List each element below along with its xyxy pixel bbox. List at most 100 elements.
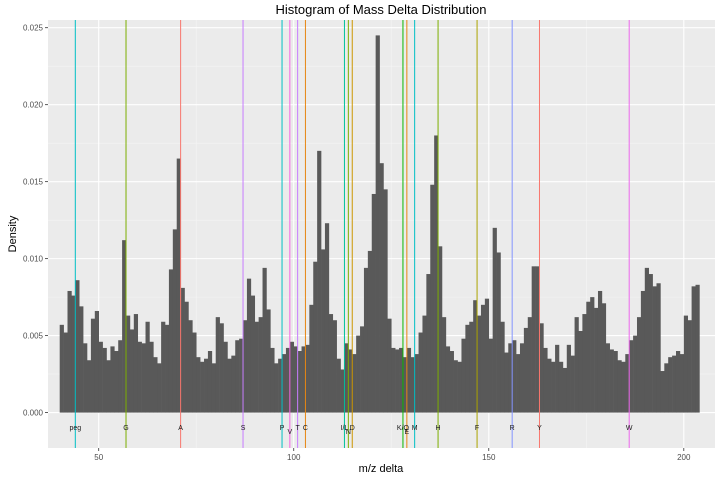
reference-label: D xyxy=(350,425,355,432)
histogram-bar xyxy=(438,246,443,413)
histogram-bar xyxy=(293,346,298,413)
x-tick-label: 200 xyxy=(677,453,691,462)
x-axis-title: m/z delta xyxy=(359,463,405,475)
histogram-bars xyxy=(59,35,700,413)
histogram-bar xyxy=(633,335,638,413)
histogram-bar xyxy=(90,318,96,413)
reference-label: M xyxy=(412,425,418,432)
histogram-bar xyxy=(157,363,162,413)
histogram-bar xyxy=(340,369,345,413)
histogram-bar xyxy=(231,355,236,413)
histogram-bar xyxy=(133,314,139,413)
histogram-bar xyxy=(129,329,135,413)
histogram-bar xyxy=(527,317,532,413)
histogram-bar xyxy=(621,361,626,413)
histogram-bar xyxy=(668,357,673,413)
histogram-bar xyxy=(414,354,419,413)
reference-label: F xyxy=(475,425,479,432)
histogram-bar xyxy=(430,184,435,413)
histogram-bar xyxy=(395,349,400,413)
histogram-bar xyxy=(445,346,451,413)
reference-label: peg xyxy=(69,425,81,432)
histogram-bar xyxy=(223,341,228,413)
histogram-bar xyxy=(422,315,427,413)
reference-label: G xyxy=(123,425,128,432)
histogram-bar xyxy=(473,300,478,413)
histogram-bar xyxy=(196,357,201,413)
histogram-bar xyxy=(321,249,326,413)
histogram-bar xyxy=(83,343,88,413)
histogram-bar xyxy=(399,347,404,413)
histogram-bar xyxy=(582,314,587,413)
histogram-bar xyxy=(441,317,447,413)
histogram-bar xyxy=(87,360,92,413)
reference-label: W xyxy=(626,425,633,432)
histogram-bar xyxy=(613,351,618,413)
histogram-bar xyxy=(656,283,661,413)
histogram-bar xyxy=(266,309,271,413)
histogram-bar xyxy=(609,349,614,413)
histogram-bar xyxy=(457,361,462,413)
histogram-bar xyxy=(523,327,529,413)
reference-label: Y xyxy=(537,425,542,432)
histogram-bar xyxy=(500,321,505,413)
histogram-bar xyxy=(250,295,256,413)
histogram-bar xyxy=(332,320,337,413)
histogram-bar xyxy=(492,227,497,413)
reference-label: P xyxy=(280,425,285,432)
histogram-bar xyxy=(547,358,552,413)
histogram-bar xyxy=(636,317,642,413)
histogram-bar xyxy=(328,314,334,413)
histogram-bar xyxy=(204,358,209,413)
histogram-bar xyxy=(660,371,665,413)
histogram-bar xyxy=(480,304,486,413)
histogram-bar xyxy=(254,321,259,413)
histogram-bar xyxy=(278,358,283,413)
histogram-bar xyxy=(453,360,458,413)
histogram-bar xyxy=(402,357,408,413)
histogram-bar xyxy=(110,346,115,413)
histogram-bar xyxy=(243,320,248,413)
histogram-bar xyxy=(114,351,119,413)
y-axis-title: Density xyxy=(7,215,19,252)
histogram-bar xyxy=(496,252,501,413)
histogram-bar xyxy=(63,332,68,413)
histogram-bar xyxy=(508,343,513,413)
histogram-bar xyxy=(67,290,72,413)
histogram-bar xyxy=(434,135,439,413)
histogram-bar xyxy=(543,347,548,413)
histogram-bar xyxy=(691,286,696,413)
histogram-bar xyxy=(512,340,517,413)
histogram-bar xyxy=(344,343,349,413)
histogram-bar xyxy=(297,351,302,413)
histogram-bar xyxy=(578,330,583,413)
histogram-bar xyxy=(675,351,681,413)
histogram-bar xyxy=(317,150,322,413)
y-tick-label: 0.020 xyxy=(23,101,44,110)
histogram-bar xyxy=(122,240,127,413)
histogram-bar xyxy=(165,324,170,413)
histogram-bar xyxy=(371,193,376,413)
reference-label: I/L xyxy=(341,425,349,432)
reference-lines xyxy=(74,20,630,448)
histogram-bar xyxy=(539,323,544,413)
x-tick-label: 50 xyxy=(94,453,103,462)
histogram-bar xyxy=(672,355,677,413)
histogram-bar xyxy=(246,278,252,413)
histogram-bar xyxy=(601,303,607,413)
reference-label: S xyxy=(241,425,246,432)
histogram-bar xyxy=(426,274,431,413)
histogram-bar xyxy=(594,307,599,413)
histogram-bar xyxy=(535,266,540,413)
histogram-bar xyxy=(640,290,646,413)
histogram-bar xyxy=(551,361,556,413)
histogram-bar xyxy=(410,357,415,413)
histogram-bar xyxy=(531,266,536,413)
histogram-bar xyxy=(168,269,174,413)
histogram-bar xyxy=(161,321,166,413)
histogram-bar xyxy=(465,324,470,413)
histogram-bar xyxy=(679,354,685,413)
histogram-bar xyxy=(516,354,521,413)
histogram-bar xyxy=(383,189,388,413)
